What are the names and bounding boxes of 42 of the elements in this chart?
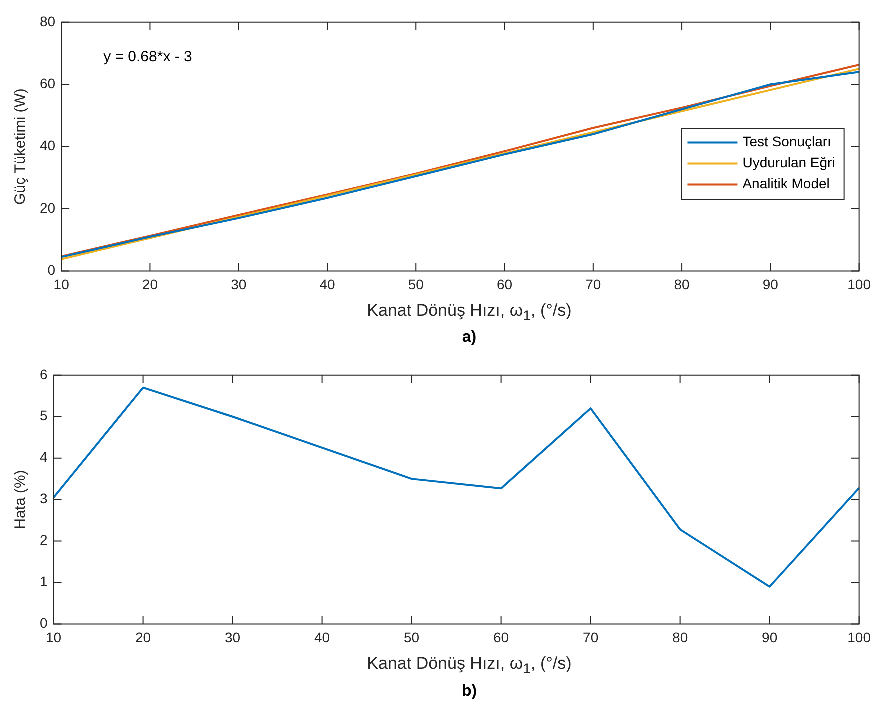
x-axis-title: Kanat Dönüş Hızı, ω$_{1}$, (°/s)	[366, 653, 573, 680]
y-tick-label: 20	[40, 200, 56, 216]
x-tick-label: 70	[583, 630, 599, 646]
y-tick-label: 3	[40, 491, 48, 508]
x-tick-label: 80	[672, 630, 688, 646]
annotation: y = 0.68*x - 3	[104, 48, 192, 66]
y-tick-label: 4	[40, 450, 48, 466]
text: b)	[460, 682, 478, 702]
y-tick-label: 60	[40, 75, 56, 92]
x-tick-label: 20	[142, 276, 158, 292]
x-tick-label: 60	[496, 276, 513, 292]
y-tick-label: 6	[40, 366, 48, 383]
x-tick-label: 100	[848, 630, 872, 646]
y-tick-label: 2	[40, 532, 48, 549]
x-tick-label: 10	[54, 276, 70, 292]
x-tick-label: 40	[314, 630, 330, 646]
x-tick-label: 10	[46, 630, 62, 646]
y-tick-label: 80	[40, 13, 56, 30]
x-tick-label: 30	[225, 630, 241, 646]
x-tick-label: 80	[674, 276, 690, 292]
text: a)	[461, 328, 478, 348]
x-tick-label: 60	[494, 630, 510, 646]
y-axis-title: Hata (%)	[12, 470, 30, 530]
x-tick-label: 100	[848, 276, 872, 292]
x-tick-label: 90	[762, 630, 778, 646]
legend-label: Uydurulan Eğri	[742, 154, 836, 171]
y-tick-label: 0	[40, 615, 48, 632]
x-tick-label: 70	[586, 276, 602, 292]
y-tick-label: 0	[48, 262, 56, 278]
x-tick-label: 40	[320, 276, 336, 292]
y-tick-label: 40	[40, 138, 56, 154]
y-tick-label: 1	[40, 574, 48, 590]
x-tick-label: 20	[136, 630, 152, 646]
legend-label: Analitik Model	[742, 176, 830, 192]
x-tick-label: 30	[231, 276, 247, 292]
legend-label: Test Sonuçları	[742, 134, 832, 150]
x-tick-label: 50	[404, 630, 420, 646]
y-tick-label: 5	[40, 408, 48, 424]
y-axis-title: Güç Tüketimi (W)	[12, 88, 30, 206]
x-tick-label: 50	[408, 276, 424, 292]
x-axis-title: Kanat Dönüş Hızı, ω$_{1}$, (°/s)	[366, 300, 573, 326]
x-tick-label: 90	[762, 276, 779, 292]
